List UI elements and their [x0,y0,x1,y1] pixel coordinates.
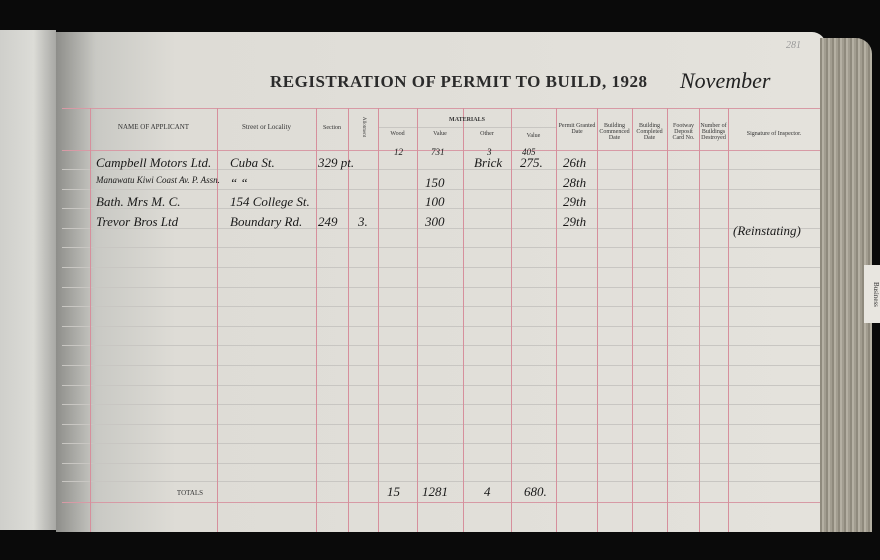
column-rule [378,108,379,532]
page-title: REGISTRATION OF PERMIT TO BUILD, 1928 [270,72,648,91]
ruled-line [62,443,820,444]
col-destroyed: Number of Buildings Destroyed [700,123,727,141]
col-value1: Value [433,131,447,137]
ruled-line [62,208,820,209]
column-rule [556,108,557,532]
page-edges [820,38,872,532]
column-rule [217,108,218,532]
ruled-line [62,481,820,482]
ruled-line [62,326,820,327]
column-rule [632,108,633,532]
col-materials: MATERIALS [449,117,485,123]
column-rule [90,108,91,532]
row-value1: 150 [425,174,445,190]
row-street: Boundary Rd. [230,213,303,229]
ruled-line [62,228,820,229]
col-section: Section [323,125,341,131]
materials-subrule [378,127,556,128]
ruled-line [62,189,820,190]
page-number: 281 [786,40,801,51]
column-rule [699,108,700,532]
ruled-line [62,345,820,346]
column-rule [316,108,317,532]
col-other: Other [480,131,494,137]
row-signature: (Reinstating) [733,222,801,238]
header-top-rule [62,108,820,109]
row-name: Campbell Motors Ltd. [96,155,212,170]
ruled-line [62,404,820,405]
column-rule [667,108,668,532]
row-value2: 275. [520,155,543,170]
ruled-line [62,463,820,464]
total-other: 4 [484,484,491,499]
ruled-line [62,385,820,386]
row-permit: 28th [563,174,587,190]
totals-rule [62,502,820,503]
ruled-line [62,247,820,248]
col-signature: Signature of Inspector. [746,131,802,137]
col-value2: Value [526,133,541,139]
ruled-line [62,424,820,425]
total-value1: 1281 [422,484,448,499]
column-rule [511,108,512,532]
row-value1: 300 [425,213,445,229]
index-tab: Business [864,265,880,323]
row-name: Bath. Mrs M. C. [96,194,181,210]
ledger-page [56,32,826,532]
col-commenced: Building Commenced Date [599,123,630,141]
ruled-line [62,287,820,288]
row-street: Cuba St. [230,155,275,170]
total-wood: 15 [387,484,400,499]
column-rule [417,108,418,532]
col-street: Street or Locality [242,123,291,131]
total-value2: 680. [524,484,547,499]
col-allotment: Allotment [361,116,366,138]
month: November [680,68,771,93]
header-bottom-rule [62,150,820,151]
column-rule [463,108,464,532]
col-footway: Footway Deposit Card No. [672,123,695,141]
row-street: “ “ [230,174,248,190]
row-other: Brick [474,155,503,170]
carried-other: 3 [487,147,492,157]
col-completed: Building Completed Date [636,123,663,141]
row-section: 249 [318,213,338,229]
row-name: Trevor Bros Ltd [96,213,179,229]
ruled-line [62,306,820,307]
column-rule [728,108,729,532]
column-rule [597,108,598,532]
row-section: 329 pt. [318,155,355,170]
row-permit: 26th [563,155,587,170]
col-wood: Wood [390,131,405,137]
row-value1: 100 [425,194,445,210]
col-permit: Permit Granted Date [558,123,596,135]
column-rule [348,108,349,532]
totals-label: TOTALS [176,489,204,497]
row-permit: 29th [563,194,587,210]
row-permit: 29th [563,213,587,229]
row-street: 154 College St. [230,194,310,210]
carried-value1: 731 [431,147,445,157]
col-name: NAME OF APPLICANT [117,123,190,131]
row-name: Manawatu Kiwi Coast Av. P. Assn. [96,174,220,185]
ruled-line [62,169,820,170]
carried-wood: 12 [394,147,403,157]
left-page [0,30,56,530]
carried-value2: 405 [522,147,536,157]
row-allotment: 3. [358,213,368,229]
ruled-line [62,267,820,268]
ruled-line [62,365,820,366]
